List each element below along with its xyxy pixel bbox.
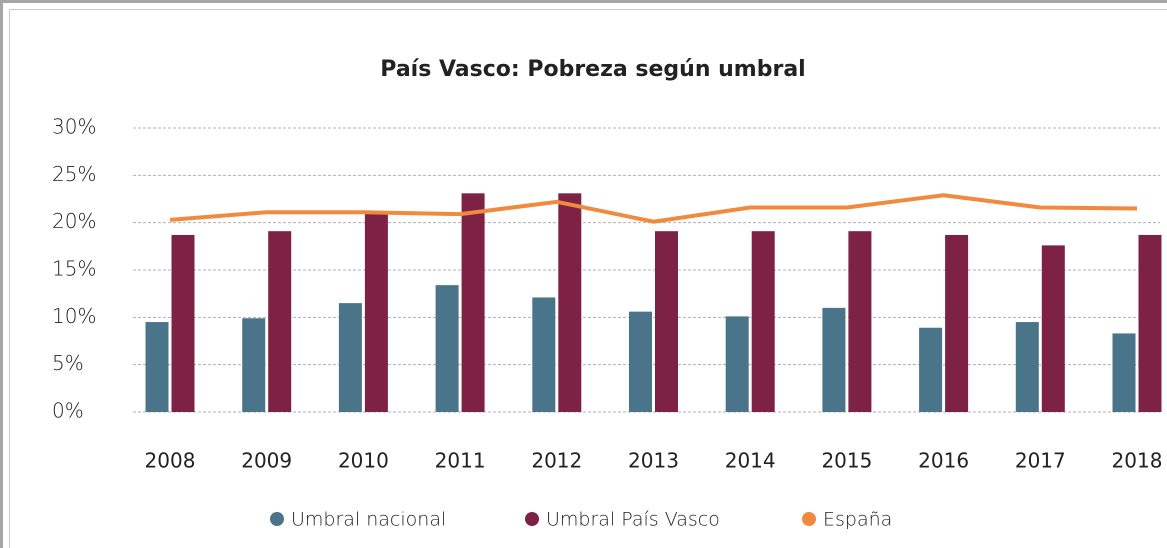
bar [822, 307, 846, 412]
x-tick-label: 2018 [1112, 449, 1163, 473]
y-tick-label: 20% [52, 209, 96, 233]
chart-title: País Vasco: Pobreza según umbral [380, 57, 805, 82]
bar [171, 234, 195, 412]
legend-label: Umbral nacional [291, 509, 446, 531]
bar [629, 311, 652, 412]
bar [461, 193, 485, 412]
bar [532, 297, 556, 412]
legend-swatch [802, 512, 816, 526]
bar [435, 285, 459, 412]
legend-swatch [270, 512, 284, 526]
inner-frame [9, 9, 1167, 548]
legend-label: España [823, 509, 892, 531]
bar [338, 303, 362, 412]
x-tick-label: 2011 [435, 449, 486, 473]
bar [1015, 322, 1039, 412]
bar [1041, 245, 1065, 412]
x-tick-label: 2010 [338, 449, 389, 473]
bar [751, 231, 775, 412]
x-tick-label: 2014 [725, 449, 776, 473]
x-tick-label: 2013 [628, 449, 679, 473]
y-tick-label: 30% [52, 115, 96, 139]
bar [848, 231, 872, 412]
x-tick-label: 2016 [918, 449, 969, 473]
x-tick-label: 2009 [241, 449, 292, 473]
bar [919, 327, 943, 412]
y-tick-label: 25% [52, 162, 96, 186]
bar [655, 231, 678, 412]
x-tick-label: 2015 [821, 449, 872, 473]
x-tick-label: 2008 [145, 449, 196, 473]
bar [725, 316, 749, 412]
bar [558, 193, 582, 412]
y-tick-label: 5% [52, 351, 84, 375]
line [169, 193, 1138, 224]
bar [1138, 234, 1162, 412]
y-tick-label: 10% [52, 304, 96, 328]
x-tick-label: 2012 [531, 449, 582, 473]
legend-swatch [525, 512, 539, 526]
y-tick-label: 15% [52, 257, 96, 281]
bar [145, 322, 169, 412]
x-tick-label: 2017 [1015, 449, 1066, 473]
bar [364, 211, 388, 412]
bar [268, 231, 292, 412]
y-tick-label: 0% [52, 399, 84, 423]
legend-label: Umbral País Vasco [546, 509, 720, 531]
bar [242, 318, 266, 412]
bar [945, 234, 969, 412]
bar [1112, 333, 1136, 412]
